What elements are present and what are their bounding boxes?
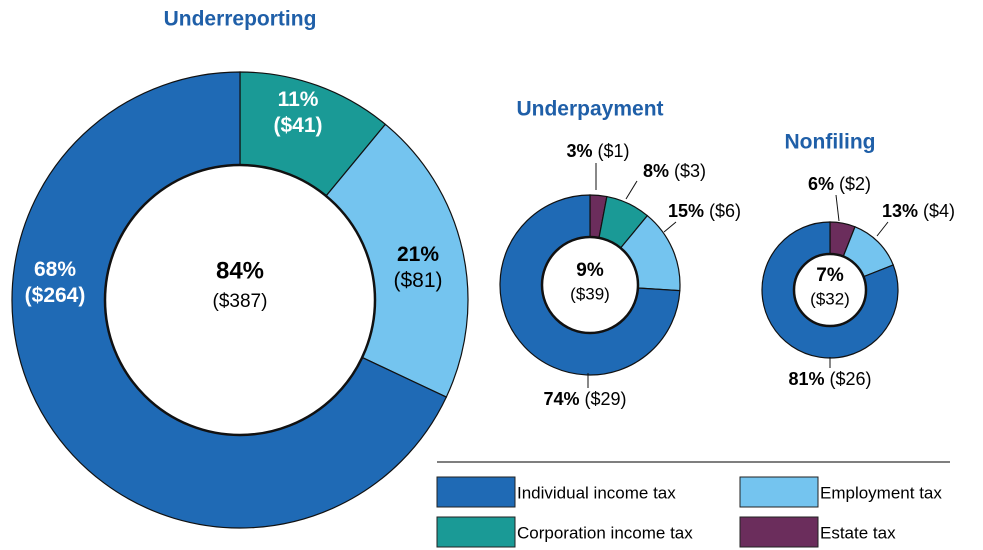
segment-share: 21% bbox=[397, 243, 439, 266]
legend-label: Estate tax bbox=[820, 523, 896, 542]
segment-label: 3% ($1) bbox=[566, 141, 629, 161]
segment-amount: ($26) bbox=[830, 369, 872, 389]
segment-label: 8% ($3) bbox=[643, 161, 706, 181]
segment-label: 81% ($26) bbox=[788, 369, 871, 389]
segment-share: 74% bbox=[543, 389, 579, 409]
segment-share: 68% bbox=[34, 258, 76, 281]
donut-hole-outline bbox=[792, 252, 868, 328]
segment-amount: ($264) bbox=[25, 284, 86, 307]
center-share: 7% bbox=[816, 265, 844, 286]
center-amount: ($32) bbox=[810, 289, 850, 308]
center-share: 9% bbox=[576, 260, 604, 281]
segment-label: 68% ($264) bbox=[25, 258, 86, 307]
chart-title: Nonfiling bbox=[785, 131, 876, 154]
segment-amount: ($2) bbox=[839, 174, 871, 194]
legend-swatch bbox=[739, 476, 819, 508]
segment-amount: ($81) bbox=[393, 269, 442, 292]
segment-label: 11% ($41) bbox=[273, 88, 322, 137]
segment-share: 3% bbox=[566, 141, 592, 161]
legend-swatch bbox=[739, 516, 819, 548]
leader-line bbox=[663, 221, 677, 233]
segment-share: 81% bbox=[788, 369, 824, 389]
segment-label: 6% ($2) bbox=[808, 174, 871, 194]
segment-share: 11% bbox=[278, 88, 319, 111]
segment-amount: ($4) bbox=[923, 201, 955, 221]
legend-label: Individual income tax bbox=[517, 483, 676, 502]
segment-amount: ($41) bbox=[273, 114, 322, 137]
segment-amount: ($6) bbox=[709, 201, 741, 221]
segment-amount: ($29) bbox=[585, 389, 627, 409]
segment-share: 8% bbox=[643, 161, 669, 181]
legend-label: Employment tax bbox=[820, 483, 942, 502]
segment-label: 13% ($4) bbox=[882, 201, 955, 221]
chart-title: Underreporting bbox=[164, 8, 317, 31]
center-amount: ($39) bbox=[570, 284, 610, 303]
donut-hole-outline bbox=[103, 163, 377, 437]
segment-share: 13% bbox=[882, 201, 918, 221]
segment-label: 15% ($6) bbox=[668, 201, 741, 221]
center-amount: ($387) bbox=[213, 291, 268, 312]
leader-line bbox=[835, 194, 840, 222]
legend-label: Corporation income tax bbox=[517, 523, 693, 542]
chart-title: Underpayment bbox=[516, 98, 663, 121]
leader-line bbox=[625, 180, 638, 200]
legend-swatch bbox=[436, 476, 516, 508]
segment-label: 74% ($29) bbox=[543, 389, 626, 409]
segment-label: 21% ($81) bbox=[393, 243, 442, 292]
legend-swatch bbox=[436, 516, 516, 548]
segment-amount: ($3) bbox=[674, 161, 706, 181]
segment-amount: ($1) bbox=[598, 141, 630, 161]
segment-share: 6% bbox=[808, 174, 834, 194]
center-share: 84% bbox=[216, 257, 264, 284]
leader-line bbox=[876, 221, 889, 237]
donut-hole-outline bbox=[540, 235, 640, 335]
segment-share: 15% bbox=[668, 201, 704, 221]
